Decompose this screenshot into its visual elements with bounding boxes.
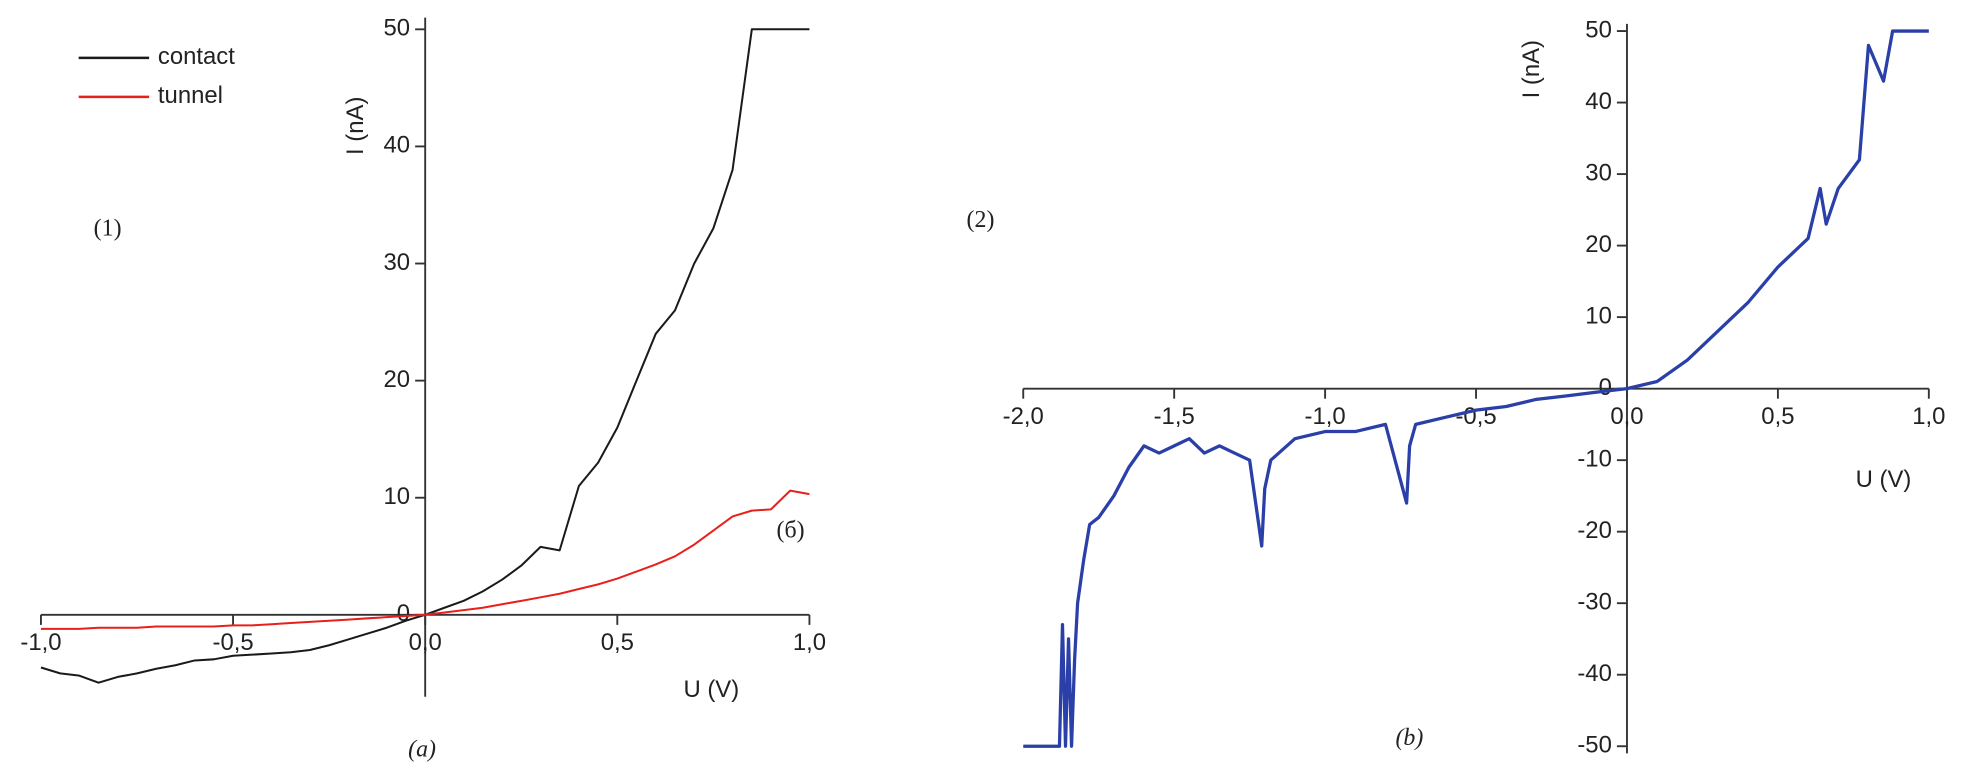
y-tick-label: -50	[1577, 732, 1612, 759]
legend-label: contact	[158, 43, 235, 70]
y-tick-label: -20	[1577, 517, 1612, 544]
data-line	[40, 489, 810, 630]
y-tick-label: 20	[1585, 231, 1612, 258]
annotation: (a)	[408, 736, 436, 762]
y-axis-label: I (nA)	[1518, 40, 1545, 98]
legend-label: tunnel	[158, 82, 223, 109]
x-tick-label: -2,0	[1003, 403, 1044, 430]
data-line	[1023, 29, 1929, 748]
annotation: (b)	[1395, 725, 1423, 751]
y-tick-label: -40	[1577, 660, 1612, 687]
y-tick-label: 30	[384, 249, 411, 276]
y-tick-label: 10	[384, 483, 411, 510]
x-axis-label: U (V)	[683, 676, 739, 703]
x-tick-label: 0,0	[1610, 403, 1643, 430]
y-tick-label: 50	[384, 15, 411, 42]
annotation: (б)	[777, 518, 805, 544]
annotation: (1)	[94, 216, 122, 242]
y-tick-label: 0	[1599, 374, 1612, 401]
x-tick-label: 0,5	[1761, 403, 1794, 430]
x-tick-label: -0,5	[212, 629, 253, 656]
x-tick-label: 0,0	[409, 629, 442, 656]
y-tick-label: 40	[1585, 88, 1612, 115]
y-tick-label: 30	[1585, 159, 1612, 186]
y-tick-label: 20	[384, 366, 411, 393]
x-tick-label: 0,5	[601, 629, 634, 656]
y-axis-label: I (nA)	[342, 97, 369, 155]
y-tick-label: 50	[1585, 16, 1612, 43]
y-tick-label: 40	[384, 132, 411, 159]
x-tick-label: -1,0	[20, 629, 61, 656]
y-tick-label: 10	[1585, 302, 1612, 329]
x-tick-label: -1,0	[1305, 403, 1346, 430]
y-tick-label: -10	[1577, 445, 1612, 472]
annotation: (2)	[967, 207, 995, 233]
x-tick-label: 1,0	[1912, 403, 1945, 430]
x-tick-label: 1,0	[793, 629, 826, 656]
x-axis-label: U (V)	[1856, 466, 1912, 493]
y-tick-label: -30	[1577, 589, 1612, 616]
x-tick-label: -1,5	[1154, 403, 1195, 430]
